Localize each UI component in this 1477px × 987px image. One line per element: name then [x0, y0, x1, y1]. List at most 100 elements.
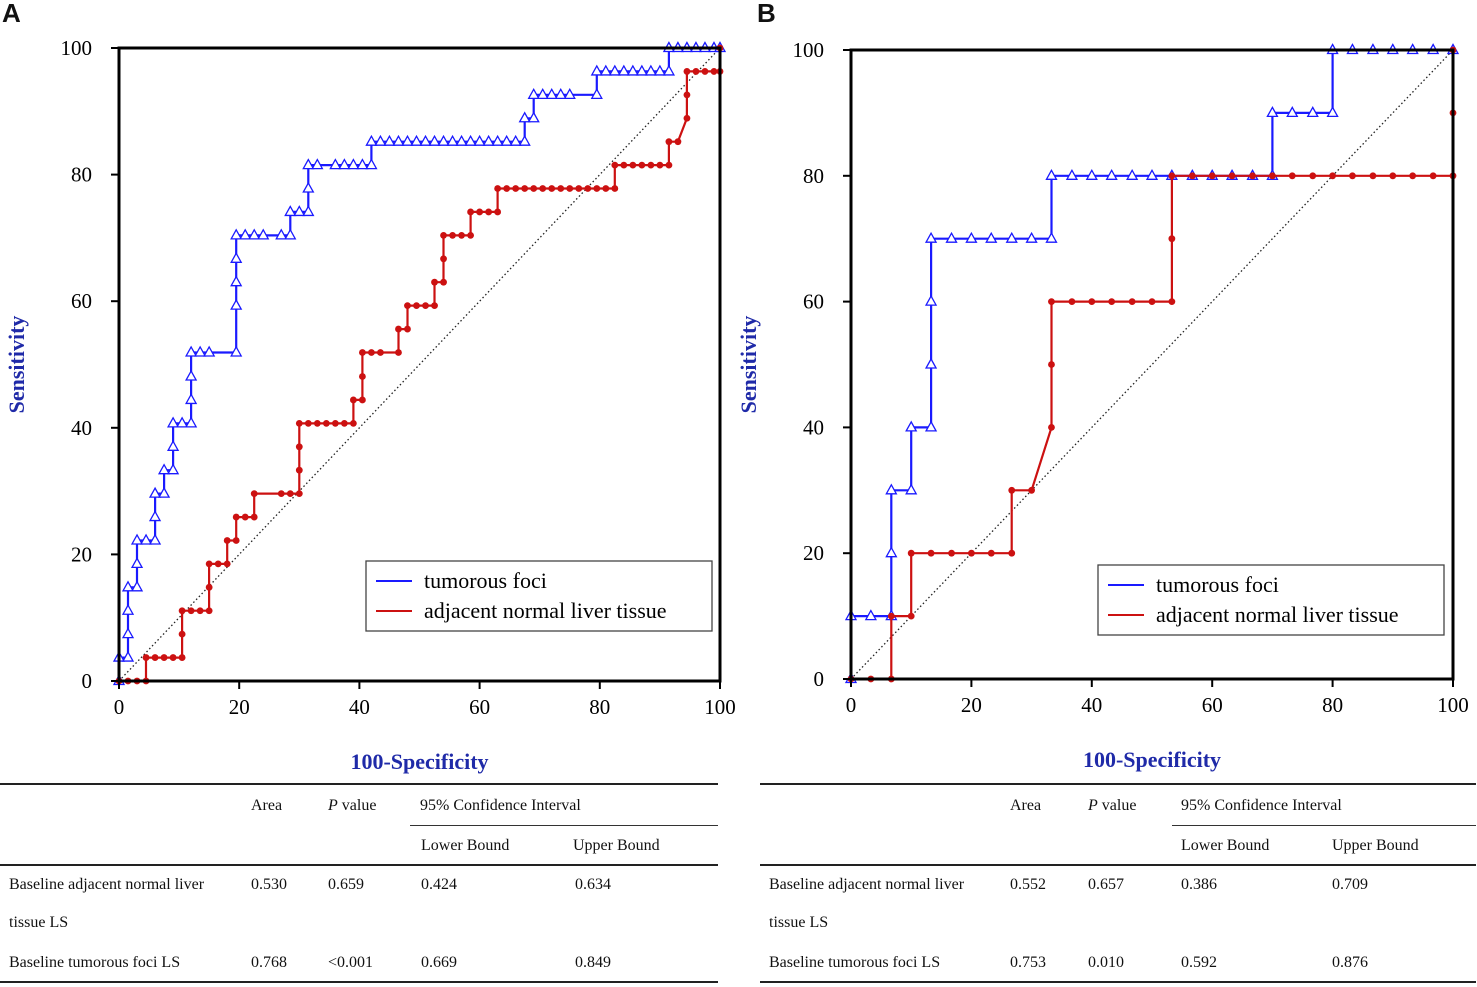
y-tick-label: 60 — [71, 289, 92, 313]
data-point-marker — [987, 549, 995, 557]
data-point-marker — [185, 369, 198, 381]
data-point-marker — [295, 443, 303, 451]
data-point-marker — [575, 185, 583, 192]
y-tick-label: 80 — [71, 163, 92, 187]
data-point-marker — [359, 349, 366, 356]
data-point-marker — [467, 208, 474, 216]
data-point-marker — [203, 345, 216, 357]
data-point-marker — [329, 158, 342, 170]
data-point-marker — [1148, 298, 1156, 305]
data-point-marker — [1005, 231, 1018, 243]
data-point-marker — [968, 549, 975, 557]
row-2-label: Baseline tumorous foci LS — [9, 954, 181, 971]
data-point-marker — [527, 88, 540, 99]
header-p-value: P value — [1088, 797, 1136, 815]
data-point-marker — [1306, 106, 1319, 118]
data-point-marker — [602, 185, 610, 192]
data-point-marker — [530, 185, 538, 192]
data-point-marker — [638, 161, 646, 169]
data-point-marker — [701, 68, 709, 75]
data-point-marker — [617, 64, 630, 76]
data-point-marker — [121, 580, 135, 592]
row-2-upper: 0.876 — [1332, 954, 1368, 971]
data-point-marker — [410, 134, 423, 146]
data-point-marker — [1128, 298, 1136, 305]
header-ci: 95% Confidence Interval — [1181, 797, 1342, 814]
data-point-marker — [121, 627, 135, 639]
header-bottom-rule — [0, 864, 718, 866]
header-p-italic: P — [328, 797, 338, 814]
data-point-marker — [413, 302, 420, 310]
y-axis-label: Sensitivity — [736, 316, 761, 414]
data-point-marker — [1085, 168, 1098, 180]
legend: tumorous foci adjacent normal liver tissu… — [1097, 564, 1445, 636]
row-1-label-line1: Baseline adjacent normal liver — [769, 876, 965, 893]
stats-table-b: Area P value 95% Confidence Interval Low… — [760, 783, 1477, 987]
data-point-marker — [230, 251, 243, 263]
data-point-marker — [473, 134, 486, 146]
data-point-marker — [232, 537, 240, 544]
data-point-marker — [148, 486, 162, 498]
data-point-marker — [1065, 168, 1079, 180]
x-axis-label: 100-Specificity — [1083, 747, 1221, 772]
row-2-lower: 0.669 — [421, 954, 457, 971]
data-point-marker — [250, 513, 258, 521]
y-tick-label: 100 — [793, 38, 825, 62]
data-point-marker — [924, 294, 938, 306]
data-point-marker — [590, 64, 603, 76]
data-point-marker — [331, 419, 339, 427]
x-tick-label: 80 — [589, 695, 610, 719]
data-point-marker — [248, 228, 261, 240]
data-point-marker — [683, 91, 691, 99]
row-1-label-line1: Baseline adjacent normal liver — [9, 876, 205, 893]
data-point-marker — [302, 158, 315, 170]
data-point-marker — [284, 228, 297, 240]
y-axis-label: Sensitivity — [4, 316, 29, 414]
y-tick-label: 20 — [803, 541, 824, 565]
ci-rule — [410, 825, 718, 826]
data-point-marker — [1208, 172, 1216, 180]
x-tick-label: 40 — [1081, 693, 1102, 717]
row-2-upper: 0.849 — [575, 954, 611, 971]
data-point-marker — [1088, 298, 1096, 305]
data-point-marker — [157, 463, 171, 475]
data-point-marker — [239, 228, 252, 240]
data-point-marker — [139, 533, 153, 545]
reference-diagonal — [118, 47, 721, 682]
data-point-marker — [1045, 231, 1058, 243]
row-2-area: 0.768 — [251, 954, 287, 971]
data-point-marker — [665, 161, 673, 169]
data-point-marker — [557, 185, 565, 192]
data-point-marker — [142, 654, 150, 661]
data-point-marker — [536, 88, 549, 99]
x-tick-label: 40 — [349, 695, 370, 719]
data-point-marker — [392, 134, 405, 146]
x-tick-label: 100 — [704, 695, 736, 719]
data-point-marker — [593, 185, 601, 192]
data-point-marker — [485, 208, 493, 216]
data-point-marker — [1266, 106, 1279, 118]
y-tick-label: 80 — [803, 164, 824, 188]
header-p-rest: value — [1097, 797, 1137, 814]
roc-chart-b: 0 20 40 60 80 100 0 20 40 60 80 100 100-Specificity S… — [736, 38, 1469, 772]
data-point-marker — [1188, 172, 1196, 180]
data-point-marker — [455, 134, 468, 146]
legend: tumorous foci adjacent normal liver tissu… — [365, 560, 713, 632]
data-point-marker — [1045, 168, 1058, 180]
data-point-marker — [644, 64, 657, 76]
data-point-marker — [1025, 231, 1038, 243]
table-bottom-rule — [760, 981, 1476, 983]
data-point-marker — [656, 161, 664, 169]
data-point-marker — [653, 64, 667, 76]
y-tick-label: 0 — [82, 669, 93, 693]
data-point-marker — [1269, 172, 1276, 180]
data-point-marker — [349, 419, 357, 427]
data-point-marker — [178, 607, 186, 615]
data-point-marker — [176, 416, 189, 428]
data-point-marker — [1068, 298, 1076, 305]
data-point-marker — [494, 208, 502, 216]
y-tick-label: 40 — [71, 416, 92, 440]
data-point-marker — [196, 607, 204, 615]
legend-label: adjacent normal liver tissue — [424, 598, 667, 623]
data-point-marker — [924, 357, 938, 369]
